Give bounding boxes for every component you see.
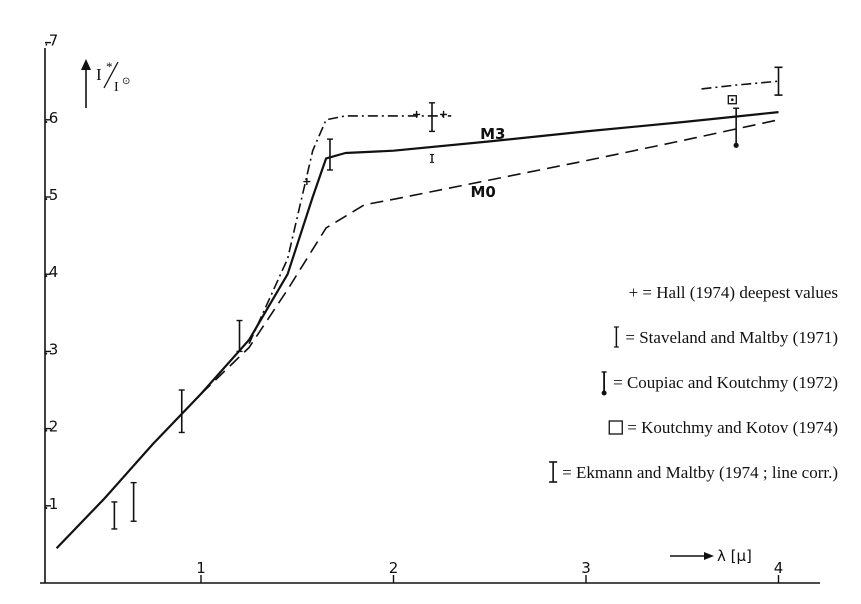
legend-text-4: = Ekmann and Maltby (1974 ; line corr.) xyxy=(562,463,838,482)
legend-text-0: + = Hall (1974) deepest values xyxy=(629,283,838,302)
legend: + = Hall (1974) deepest values = Stavelan… xyxy=(549,283,838,483)
series-line-0-m3 xyxy=(55,111,779,550)
y-label-sup: * xyxy=(106,59,113,74)
y-axis-label: I * I ⊙ xyxy=(81,59,130,108)
coupiac-dot-0 xyxy=(733,142,739,148)
y-label-arrow-head xyxy=(81,59,91,70)
ticks: 1 2 3 4 .1 .2 .3 .4 .5 .6 .7 xyxy=(44,32,783,583)
hall-plus-2 xyxy=(440,110,448,118)
y-label-main: I xyxy=(96,65,102,84)
y-tick-label-1: .2 xyxy=(44,418,58,436)
y-label-slash xyxy=(103,61,119,89)
legend-square-symbol xyxy=(608,420,623,435)
series-line-2 xyxy=(248,115,452,345)
x-axis-label: λ [μ] xyxy=(670,547,752,565)
curve-labels-group: M3 M0 xyxy=(471,125,506,201)
series-line-3 xyxy=(701,80,779,90)
axes xyxy=(40,48,820,584)
x-tick-label-0: 1 xyxy=(196,559,206,577)
legend-coupiac-dot xyxy=(601,390,607,396)
x-tick-label-1: 2 xyxy=(389,559,399,577)
y-tick-label-2: .3 xyxy=(44,340,58,358)
curve-label-m3: M3 xyxy=(480,125,505,143)
legend-text-3: = Koutchmy and Kotov (1974) xyxy=(627,418,838,437)
y-tick-label-0: .1 xyxy=(44,495,58,513)
koutchmy-square-dot-0 xyxy=(731,98,734,102)
markers-group xyxy=(111,66,783,530)
hall-plus-0 xyxy=(303,178,311,186)
x-label-arrow-head xyxy=(704,552,714,560)
y-tick-label-4: .5 xyxy=(44,186,58,204)
y-tick-label-5: .6 xyxy=(44,109,58,127)
y-tick-label-6: .7 xyxy=(44,32,58,50)
y-label-sub: I xyxy=(114,80,119,95)
curve-label-m0: M0 xyxy=(471,183,496,201)
series-line-1-m0 xyxy=(200,119,779,395)
x-tick-label-2: 3 xyxy=(581,559,591,577)
x-tick-label-3: 4 xyxy=(774,559,784,577)
hall-plus-1 xyxy=(413,110,421,118)
y-label-sub-sup: ⊙ xyxy=(122,76,130,87)
series-group xyxy=(55,80,779,550)
legend-text-2: = Coupiac and Koutchmy (1972) xyxy=(613,373,838,392)
legend-text-1: = Staveland and Maltby (1971) xyxy=(625,328,838,347)
y-tick-label-3: .4 xyxy=(44,263,58,281)
x-label-text: λ [μ] xyxy=(717,547,752,565)
